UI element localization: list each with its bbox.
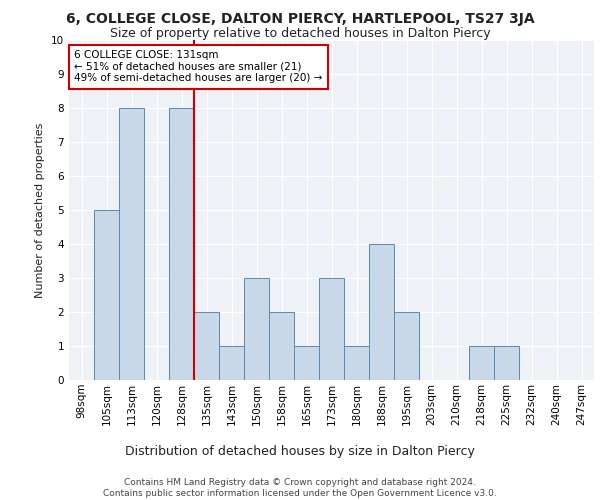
Text: 6, COLLEGE CLOSE, DALTON PIERCY, HARTLEPOOL, TS27 3JA: 6, COLLEGE CLOSE, DALTON PIERCY, HARTLEP… [65, 12, 535, 26]
Bar [244, 278, 269, 380]
Bar [344, 346, 369, 380]
Bar [369, 244, 394, 380]
Bar [194, 312, 219, 380]
Bar [469, 346, 494, 380]
Bar [169, 108, 194, 380]
Bar [94, 210, 119, 380]
Bar [294, 346, 319, 380]
Bar [219, 346, 244, 380]
Bar [269, 312, 294, 380]
Bar [119, 108, 144, 380]
Y-axis label: Number of detached properties: Number of detached properties [35, 122, 46, 298]
Bar [394, 312, 419, 380]
Text: Contains HM Land Registry data © Crown copyright and database right 2024.
Contai: Contains HM Land Registry data © Crown c… [103, 478, 497, 498]
Text: Distribution of detached houses by size in Dalton Piercy: Distribution of detached houses by size … [125, 444, 475, 458]
Bar [319, 278, 344, 380]
Bar [494, 346, 519, 380]
Text: Size of property relative to detached houses in Dalton Piercy: Size of property relative to detached ho… [110, 28, 490, 40]
Text: 6 COLLEGE CLOSE: 131sqm
← 51% of detached houses are smaller (21)
49% of semi-de: 6 COLLEGE CLOSE: 131sqm ← 51% of detache… [74, 50, 323, 84]
